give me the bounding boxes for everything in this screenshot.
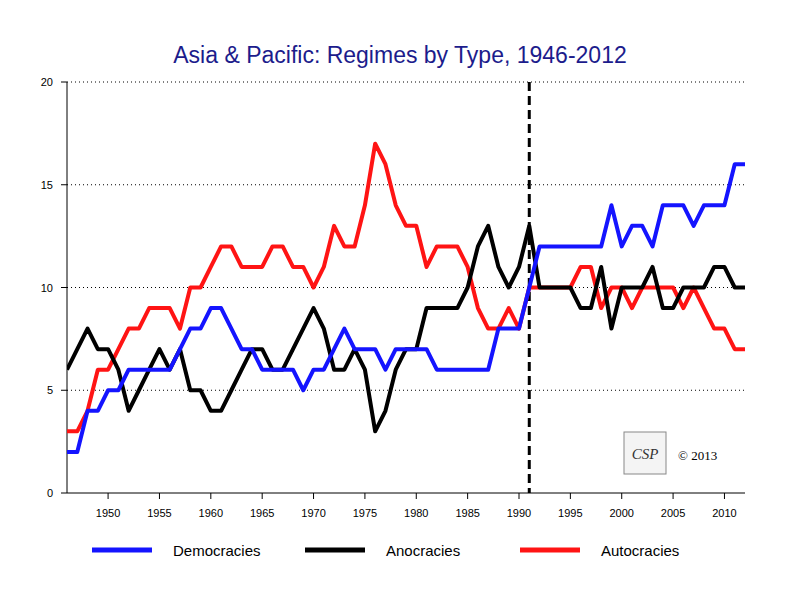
grid-line [67,390,745,391]
logo-box [624,432,666,474]
x-tick-label: 2010 [712,507,736,519]
x-tick [416,493,417,499]
x-tick-label: 1995 [558,507,582,519]
y-tick [61,82,67,83]
series-line [67,226,745,432]
x-tick-label: 1990 [507,507,531,519]
y-tick-label: 10 [41,282,53,294]
x-tick-label: 1985 [455,507,479,519]
legend-swatch [305,548,365,553]
grid-line [67,184,745,185]
plot-area [67,82,745,493]
x-tick-label: 1950 [96,507,120,519]
x-tick [364,493,365,499]
chart: Asia & Pacific: Regimes by Type, 1946-20… [0,0,800,600]
y-tick [61,493,67,494]
x-tick [724,493,725,499]
x-tick [313,493,314,499]
y-tick [61,184,67,185]
series-line [67,164,745,452]
x-tick-label: 1960 [199,507,223,519]
logo: CSP [632,446,659,462]
x-tick [570,493,571,499]
x-tick-label: 2000 [609,507,633,519]
y-tick [61,287,67,288]
x-tick-label: 1955 [147,507,171,519]
x-tick [519,493,520,499]
legend-label: Democracies [173,542,261,559]
x-tick [262,493,263,499]
y-tick-label: 5 [47,384,53,396]
grid-line [67,82,745,83]
x-tick [621,493,622,499]
y-tick-label: 0 [47,487,53,499]
x-tick [673,493,674,499]
legend-label: Anocracies [386,542,460,559]
x-tick-label: 1975 [353,507,377,519]
y-tick-label: 15 [41,179,53,191]
background [0,0,800,600]
series-line [67,144,745,432]
x-tick-label: 1970 [301,507,325,519]
title: Asia & Pacific: Regimes by Type, 1946-20… [173,42,626,68]
x-axis [67,493,745,494]
y-tick [61,390,67,391]
x-tick [108,493,109,499]
x-tick [159,493,160,499]
y-tick-label: 20 [41,76,53,88]
x-tick-label: 2005 [661,507,685,519]
x-tick-label: 1980 [404,507,428,519]
legend-swatch [520,548,580,553]
x-tick-label: 1965 [250,507,274,519]
legend-label: Autocracies [601,542,679,559]
x-tick [210,493,211,499]
x-tick [467,493,468,499]
copyright: © 2013 [678,448,717,463]
legend-swatch [92,548,152,553]
